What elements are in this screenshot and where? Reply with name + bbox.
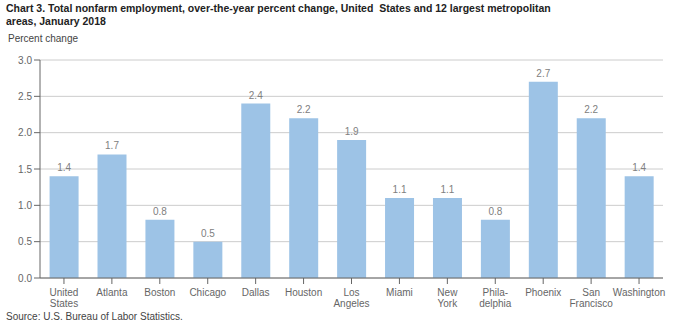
svg-text:Phila-delphia: Phila-delphia [479, 287, 512, 309]
svg-text:Dallas: Dallas [242, 287, 270, 298]
svg-text:1.9: 1.9 [345, 126, 359, 137]
svg-text:Washington: Washington [613, 287, 665, 298]
svg-text:1.5: 1.5 [18, 164, 32, 175]
svg-text:1.0: 1.0 [18, 200, 32, 211]
svg-text:Houston: Houston [285, 287, 322, 298]
svg-text:0.0: 0.0 [18, 273, 32, 284]
svg-text:Atlanta: Atlanta [96, 287, 128, 298]
svg-text:3.0: 3.0 [18, 55, 32, 66]
svg-text:0.5: 0.5 [18, 236, 32, 247]
svg-text:2.4: 2.4 [249, 90, 263, 101]
svg-text:0.8: 0.8 [488, 206, 502, 217]
svg-text:1.7: 1.7 [105, 140, 119, 151]
svg-text:UnitedStates: UnitedStates [50, 287, 79, 309]
html-text:Chart 3. Total nonfarm employm: Chart 3. Total nonfarm employment, over-… [6, 2, 551, 27]
svg-text:2.2: 2.2 [584, 104, 598, 115]
svg-text:Boston: Boston [144, 287, 175, 298]
svg-text:2.5: 2.5 [18, 91, 32, 102]
svg-text:Miami: Miami [386, 287, 413, 298]
html-text:Percent change: Percent change [8, 33, 79, 44]
svg-text:1.4: 1.4 [632, 162, 646, 173]
svg-text:2.7: 2.7 [536, 68, 550, 79]
svg-text:1.1: 1.1 [393, 184, 407, 195]
svg-text:Chicago: Chicago [189, 287, 226, 298]
svg-text:NewYork: NewYork [437, 287, 458, 309]
svg-text:1.4: 1.4 [57, 162, 71, 173]
svg-text:2.2: 2.2 [297, 104, 311, 115]
svg-text:Phoenix: Phoenix [525, 287, 561, 298]
svg-text:0.8: 0.8 [153, 206, 167, 217]
svg-text:1.1: 1.1 [441, 184, 455, 195]
svg-text:SanFrancisco: SanFrancisco [569, 287, 613, 309]
html-text:Source: U.S. Bureau of Labor S: Source: U.S. Bureau of Labor Statistics. [6, 311, 183, 322]
svg-text:LosAngeles: LosAngeles [333, 287, 369, 309]
svg-text:0.5: 0.5 [201, 228, 215, 239]
svg-text:2.0: 2.0 [18, 127, 32, 138]
